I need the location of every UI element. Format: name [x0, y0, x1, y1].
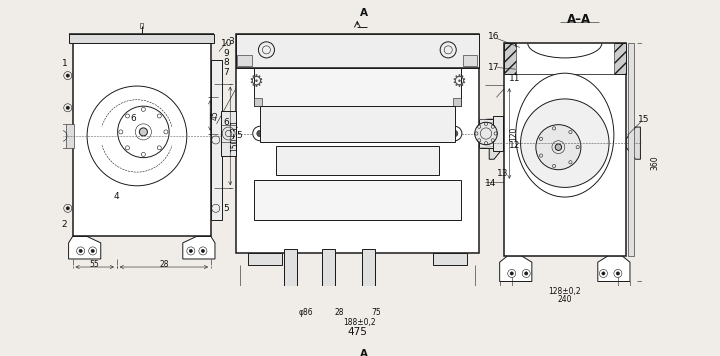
Circle shape — [521, 99, 609, 187]
Bar — [140, 23, 143, 28]
Text: ⚙: ⚙ — [248, 73, 264, 91]
Text: A: A — [360, 349, 368, 356]
Bar — [504, 43, 626, 256]
Circle shape — [297, 130, 303, 137]
Bar — [260, 106, 454, 142]
Circle shape — [253, 126, 267, 141]
Text: 240: 240 — [557, 295, 572, 304]
Text: 12: 12 — [509, 141, 521, 150]
Text: 2: 2 — [62, 220, 68, 229]
Text: 28: 28 — [159, 260, 168, 269]
Text: 9: 9 — [223, 48, 229, 58]
Circle shape — [510, 272, 513, 275]
Bar — [253, 68, 461, 106]
Bar — [211, 59, 222, 220]
Text: 11: 11 — [509, 74, 521, 83]
Text: 45: 45 — [210, 110, 220, 120]
Text: 6: 6 — [223, 118, 229, 127]
Circle shape — [189, 249, 192, 252]
Bar — [503, 125, 511, 142]
Circle shape — [555, 144, 562, 150]
Text: 15: 15 — [638, 115, 649, 124]
Circle shape — [66, 74, 69, 77]
Text: 28: 28 — [335, 308, 344, 317]
Bar — [73, 43, 211, 236]
Bar — [253, 180, 461, 220]
Text: 17: 17 — [488, 63, 500, 72]
Bar — [516, 43, 614, 74]
Text: 475: 475 — [347, 327, 367, 337]
Bar — [253, 98, 261, 106]
Text: 1: 1 — [62, 59, 68, 68]
Polygon shape — [68, 236, 101, 259]
Text: 4: 4 — [114, 192, 120, 201]
Text: 128±0,2: 128±0,2 — [549, 287, 581, 297]
Bar — [276, 146, 438, 174]
Bar — [322, 248, 335, 297]
Ellipse shape — [516, 73, 614, 197]
Circle shape — [257, 130, 264, 137]
Circle shape — [616, 272, 619, 275]
Circle shape — [408, 126, 422, 141]
Text: 6: 6 — [130, 114, 136, 123]
Circle shape — [91, 249, 94, 252]
Text: 75: 75 — [371, 308, 381, 317]
Text: 188±0,2: 188±0,2 — [343, 318, 376, 327]
Text: 120: 120 — [510, 126, 518, 141]
Text: 3: 3 — [228, 37, 234, 46]
Bar — [504, 43, 626, 74]
Circle shape — [536, 125, 581, 170]
Circle shape — [66, 207, 69, 210]
Circle shape — [474, 122, 498, 145]
Circle shape — [411, 130, 418, 137]
Circle shape — [451, 130, 458, 137]
Text: 150±3,1: 150±3,1 — [230, 120, 239, 152]
Text: 10: 10 — [220, 39, 232, 48]
Bar — [236, 34, 479, 252]
Text: 13: 13 — [497, 169, 508, 178]
Bar — [453, 98, 461, 106]
Bar — [433, 252, 467, 265]
Bar — [284, 248, 297, 297]
Circle shape — [525, 272, 528, 275]
Circle shape — [602, 272, 605, 275]
Circle shape — [79, 249, 82, 252]
Text: 360: 360 — [650, 155, 660, 170]
Text: 14: 14 — [485, 179, 497, 188]
Text: φ86: φ86 — [299, 308, 313, 317]
Text: A: A — [360, 8, 368, 18]
Polygon shape — [489, 127, 504, 159]
Text: ⚙: ⚙ — [451, 73, 466, 91]
Bar — [221, 111, 236, 156]
Bar — [238, 55, 252, 66]
Circle shape — [293, 126, 307, 141]
Text: 5: 5 — [223, 204, 229, 213]
Bar — [66, 124, 74, 148]
Text: 7: 7 — [223, 68, 229, 77]
Text: 16: 16 — [488, 32, 500, 42]
Polygon shape — [598, 256, 630, 282]
Text: 8: 8 — [223, 58, 229, 67]
Bar — [69, 34, 214, 43]
Bar — [493, 116, 503, 151]
Bar — [479, 119, 493, 148]
Circle shape — [447, 126, 462, 141]
Circle shape — [202, 249, 204, 252]
Polygon shape — [183, 236, 215, 259]
Bar — [463, 55, 477, 66]
Text: 5: 5 — [236, 131, 242, 140]
Bar — [362, 248, 375, 297]
Bar — [236, 34, 479, 68]
Text: 55: 55 — [90, 260, 99, 269]
Text: A–A: A–A — [567, 13, 591, 26]
Circle shape — [66, 106, 69, 109]
Circle shape — [140, 128, 148, 136]
Bar — [248, 252, 282, 265]
Bar — [628, 43, 634, 256]
Polygon shape — [626, 127, 640, 159]
Polygon shape — [500, 256, 532, 282]
